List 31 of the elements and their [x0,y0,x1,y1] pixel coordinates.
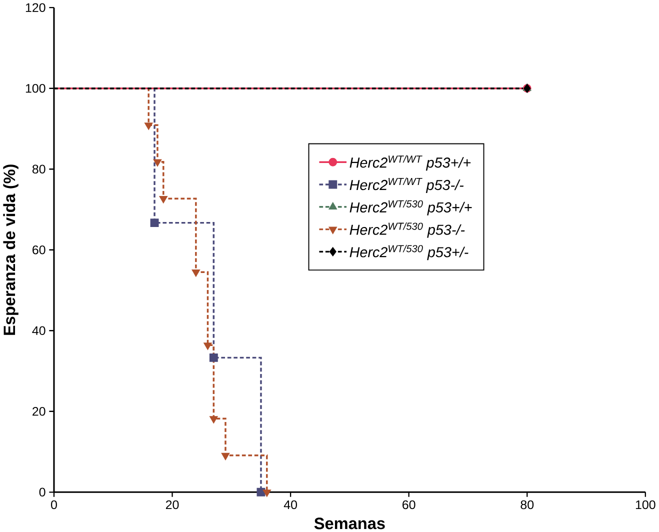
x-tick-label: 20 [166,500,179,509]
point [144,122,152,130]
x-tick-label: 40 [284,500,298,509]
point [210,416,218,423]
point [150,218,159,227]
y-tick-label: 40 [32,326,46,335]
point [154,159,162,166]
legend-label: Herc2$^{WT/530}$ p53+/+ [350,200,472,216]
y-tick-label: 80 [32,164,46,174]
legend-label: Herc2$^{WT/530}$ p53-/- [350,222,465,238]
x-tick-label: 60 [402,500,416,509]
point [192,269,200,276]
y-axis-title: Esperanza de vida (%) [3,164,18,335]
x-tick-label: 100 [636,500,656,509]
legend-label: Herc2$^{WT/WT}$ p53-/- [350,177,464,193]
point [209,353,218,362]
point [204,342,212,350]
legend-label: Herc2$^{WT/530}$ p53+/- [350,244,468,260]
x-axis-title: Semanas [314,517,385,530]
y-tick-label: 100 [26,84,46,93]
point [256,488,266,496]
y-tick-label: 60 [32,245,46,254]
y-tick-label: 120 [26,2,46,12]
legend-label: Herc2$^{WT/WT}$ p53+/+ [350,155,471,170]
x-tick-label: 0 [50,500,57,509]
point [263,489,271,496]
x-tick-label: 80 [520,500,534,509]
y-tick-label: 0 [39,488,46,496]
point [160,196,168,203]
y-tick-label: 20 [32,406,46,416]
point [222,452,230,460]
